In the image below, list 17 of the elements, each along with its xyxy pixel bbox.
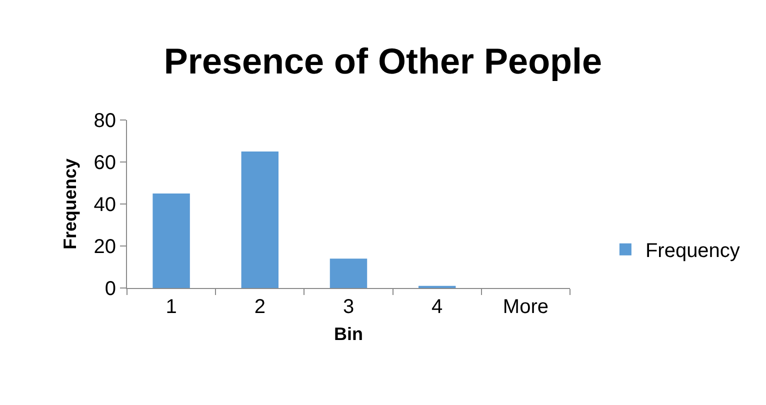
bar [330, 258, 368, 288]
x-tick-label: 3 [342, 296, 354, 318]
bar [241, 152, 279, 288]
y-tick-label: 40 [94, 194, 116, 216]
y-axis-title: Frequency [60, 158, 80, 250]
x-tick-label: 2 [254, 296, 266, 318]
bar [152, 194, 190, 288]
chart-title: Presence of Other People [164, 40, 602, 82]
x-axis-title: Bin [334, 324, 363, 344]
x-tick-label: More [502, 296, 548, 318]
x-tick-label: 4 [432, 296, 443, 318]
legend-label: Frequency [645, 240, 740, 262]
y-tick-label: 0 [104, 278, 116, 300]
y-tick-label: 60 [94, 152, 116, 174]
x-tick-label: 1 [166, 296, 177, 318]
y-tick-label: 20 [94, 236, 116, 258]
y-tick-label: 80 [94, 110, 116, 132]
